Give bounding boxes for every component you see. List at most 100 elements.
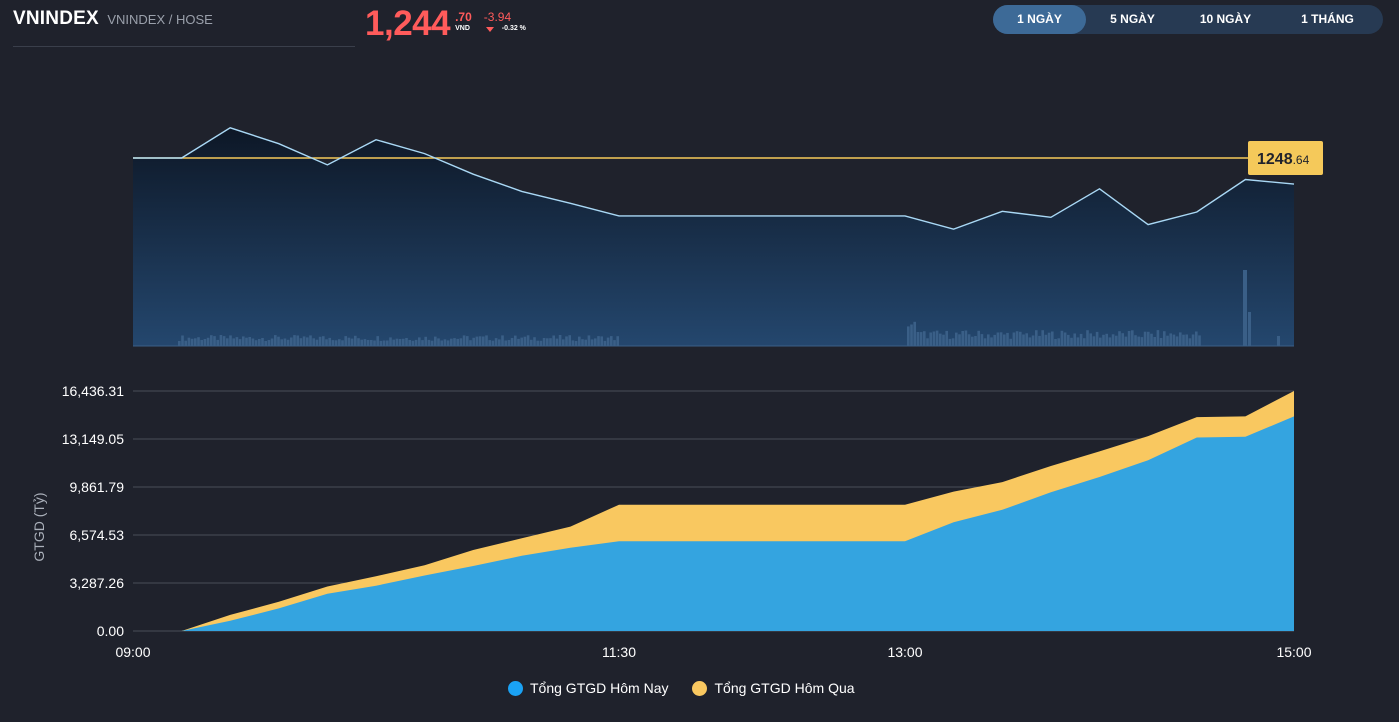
period-tabs: 1 NGÀY 5 NGÀY 10 NGÀY 1 THÁNG [993, 5, 1383, 34]
down-arrow-icon [485, 26, 494, 32]
y-tick-label: 13,149.05 [62, 431, 124, 447]
tab-10-days[interactable]: 10 NGÀY [1199, 12, 1252, 26]
volume-bar [306, 337, 309, 346]
volume-bar [379, 340, 383, 346]
volume-bar [1182, 334, 1185, 346]
volume-bar [939, 333, 942, 346]
x-tick-label: 15:00 [1276, 644, 1311, 660]
legend-yesterday-label: Tổng GTGD Hôm Qua [714, 680, 855, 696]
volume-bar [932, 331, 936, 346]
volume-bar [1243, 270, 1247, 346]
volume-bar [945, 330, 948, 346]
volume-bar [510, 338, 514, 346]
volume-bar [610, 336, 613, 346]
volume-bar [485, 335, 488, 346]
volume-bar [302, 336, 306, 346]
volume-bar [967, 334, 971, 346]
volume-bar [360, 339, 363, 346]
volume-bar [1248, 312, 1251, 346]
volume-bar [1195, 331, 1198, 346]
volume-bar [1124, 336, 1128, 346]
volume-bar [280, 339, 283, 346]
volume-bar [600, 336, 603, 346]
volume-bar [1127, 331, 1131, 346]
volume-bar [283, 338, 287, 346]
volume-bar [523, 336, 527, 346]
tab-5-days[interactable]: 5 NGÀY [1110, 12, 1155, 26]
volume-bar [919, 332, 923, 346]
reference-price-dec: .64 [1293, 153, 1310, 167]
volume-bar [1102, 334, 1105, 346]
volume-bar [299, 338, 303, 346]
volume-bar [1038, 335, 1041, 346]
volume-bar [1121, 333, 1124, 346]
volume-bar [951, 338, 955, 346]
tab-1-day[interactable]: 1 NGÀY [993, 5, 1086, 34]
volume-bar [1035, 330, 1038, 346]
volume-bar [184, 340, 187, 346]
reference-price-tag [1248, 141, 1323, 175]
volume-bar [267, 340, 271, 346]
volume-bar [1150, 333, 1153, 346]
volume-bar [478, 336, 482, 346]
volume-bar [229, 335, 232, 346]
volume-bar [206, 337, 210, 346]
volume-bar [344, 336, 347, 346]
legend-yesterday[interactable]: Tổng GTGD Hôm Qua [692, 680, 855, 696]
volume-bar [961, 331, 964, 346]
volume-bar [539, 340, 543, 346]
y-tick-label: 6,574.53 [70, 527, 125, 543]
x-tick-label: 11:30 [602, 644, 636, 660]
volume-bar [498, 339, 501, 346]
legend-today-label: Tổng GTGD Hôm Nay [530, 680, 669, 696]
volume-bar [382, 340, 386, 346]
volume-bar [1172, 334, 1176, 346]
volume-bar [1277, 336, 1280, 346]
volume-bar [1054, 339, 1057, 346]
volume-bar [187, 337, 191, 346]
volume-bar [405, 338, 408, 346]
volume-bar [1092, 336, 1096, 346]
volume-bar [315, 339, 319, 346]
volume-bar [331, 340, 335, 346]
volume-bar [929, 332, 932, 346]
volume-bar [1156, 330, 1160, 346]
volume-bar [386, 340, 389, 346]
volume-bar [226, 338, 229, 346]
volume-bar [389, 337, 392, 346]
volume-bar [242, 336, 245, 346]
volume-bar [910, 324, 913, 346]
volume-bar [507, 340, 511, 346]
volume-bar [440, 340, 443, 346]
tab-1-month[interactable]: 1 THÁNG [1301, 12, 1354, 26]
volume-bar [1022, 334, 1025, 346]
volume-bar [190, 338, 194, 346]
volume-bar [1134, 335, 1137, 346]
volume-bar [1143, 331, 1147, 346]
volume-bar [1076, 337, 1080, 346]
volume-bar [1051, 331, 1054, 346]
volume-bar [334, 340, 338, 346]
volume-bar [606, 337, 610, 346]
volume-bar [270, 338, 274, 346]
volume-bar [907, 326, 910, 346]
volume-bar [254, 340, 258, 346]
volume-bar [1166, 335, 1169, 346]
volume-bar [325, 339, 328, 346]
volume-bar [213, 336, 216, 346]
volume-bar [491, 340, 495, 346]
volume-bar [568, 335, 571, 346]
volume-bar [1028, 337, 1032, 346]
volume-bar [258, 339, 261, 346]
volume-bar [328, 337, 331, 346]
volume-bar [366, 340, 370, 346]
volume-bar [549, 338, 552, 346]
volume-bar [450, 338, 453, 346]
price-change: -3.94 [483, 10, 512, 24]
price-change-pct: -0.32 % [501, 25, 526, 32]
volume-bar [1198, 335, 1201, 346]
volume-bar [462, 335, 466, 346]
volume-bar [459, 338, 463, 346]
legend-today[interactable]: Tổng GTGD Hôm Nay [508, 680, 668, 696]
volume-bar [222, 336, 226, 346]
